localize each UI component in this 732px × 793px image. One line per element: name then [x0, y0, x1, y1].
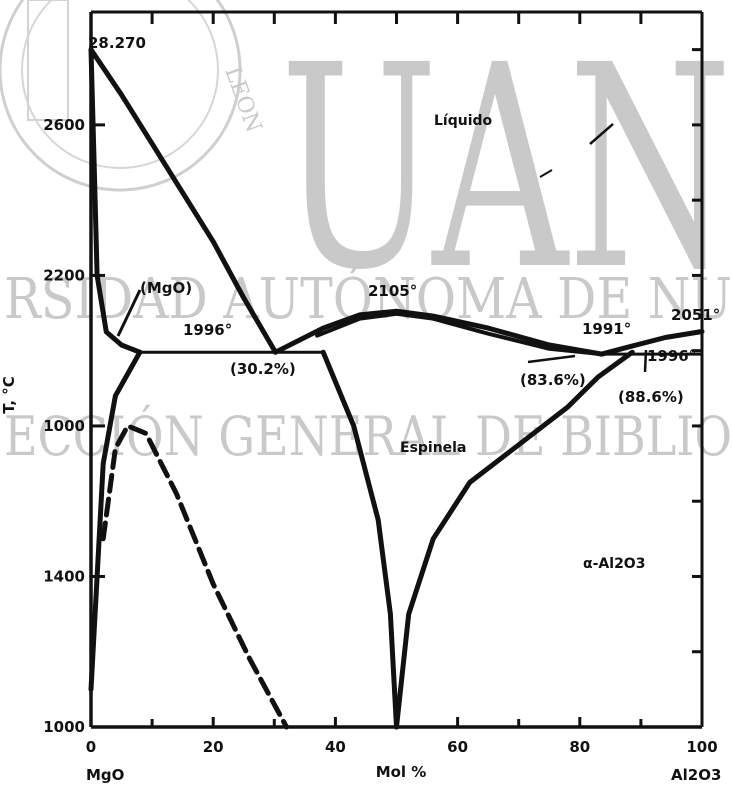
- curve-mgo-solvus: [88, 349, 143, 692]
- arrow-88-6: [643, 349, 648, 373]
- annotation-eutectic2-comp: (83.6%): [520, 371, 586, 389]
- annotation-mgo-melt: 28.270: [88, 34, 146, 52]
- x-left-component: MgO: [86, 766, 124, 784]
- annotation-eutectic1-temp: 1996°: [183, 321, 232, 339]
- y-axis-label: T, °C: [0, 376, 18, 414]
- y-tick-label: 2600: [43, 116, 85, 134]
- curves-group: [88, 47, 705, 730]
- x-right-component: Al2O3: [671, 766, 721, 784]
- phase-label-liquid: Líquido: [434, 113, 493, 129]
- annotation-spinel-max: 2105°: [368, 282, 417, 300]
- curve-spinel-liquidus-inner: [315, 311, 604, 357]
- annotation-al2o3-melt: 2051°: [671, 306, 720, 324]
- curve-alumina-liquidus: [599, 329, 705, 357]
- annotation-eutectic1-comp: (30.2%): [230, 360, 296, 378]
- annotation-eutectic2-temp: 1991°: [582, 320, 631, 338]
- phase-label-spinel: Espinela: [400, 440, 466, 456]
- curve-mgo-spinodal-dashed: [100, 423, 289, 730]
- x-tick-label: 80: [569, 738, 590, 756]
- annotation-peritectic-comp: (88.6%): [618, 388, 684, 406]
- stray-mark-2: [539, 169, 553, 178]
- watermark-line-2: ECCIÓN GENERAL DE BIBLIO: [4, 404, 732, 468]
- arrow-83-6: [527, 354, 576, 364]
- curve-spinel-liquidus-left: [273, 308, 605, 357]
- y-tick-label: 1000: [43, 417, 85, 435]
- x-tick-label: 60: [447, 738, 468, 756]
- x-tick-label: 40: [325, 738, 346, 756]
- university-seal: LEON: [0, 0, 266, 192]
- x-tick-label: 0: [86, 738, 96, 756]
- x-tick-label: 20: [203, 738, 224, 756]
- y-tick-label: 2200: [43, 266, 85, 284]
- curve-spinel-right-boundary: [394, 349, 635, 730]
- curve-spinel-left-boundary: [320, 349, 399, 730]
- annotation-peritectic-temp: 1996°: [647, 347, 696, 365]
- y-tick-label: 1000: [43, 718, 85, 736]
- y-tick-label: 1400: [43, 567, 85, 585]
- curve-mgo-solidus: [88, 47, 143, 355]
- curve-mgo-liquidus: [88, 47, 278, 355]
- stray-mark-1: [589, 123, 614, 145]
- phase-label-alumina: α-Al2O3: [583, 556, 645, 572]
- scan-marks: [116, 123, 648, 373]
- watermark: LEON UAN RSIDAD AUTÓNOMA DE NU ECCIÓN GE…: [0, 0, 732, 468]
- mgo-label-pointer: [116, 289, 142, 337]
- x-axis-label: Mol %: [376, 763, 427, 781]
- x-tick-label: 100: [686, 738, 717, 756]
- watermark-big-text: UAN: [280, 6, 732, 332]
- phase-label-mgo: (MgO): [140, 279, 192, 297]
